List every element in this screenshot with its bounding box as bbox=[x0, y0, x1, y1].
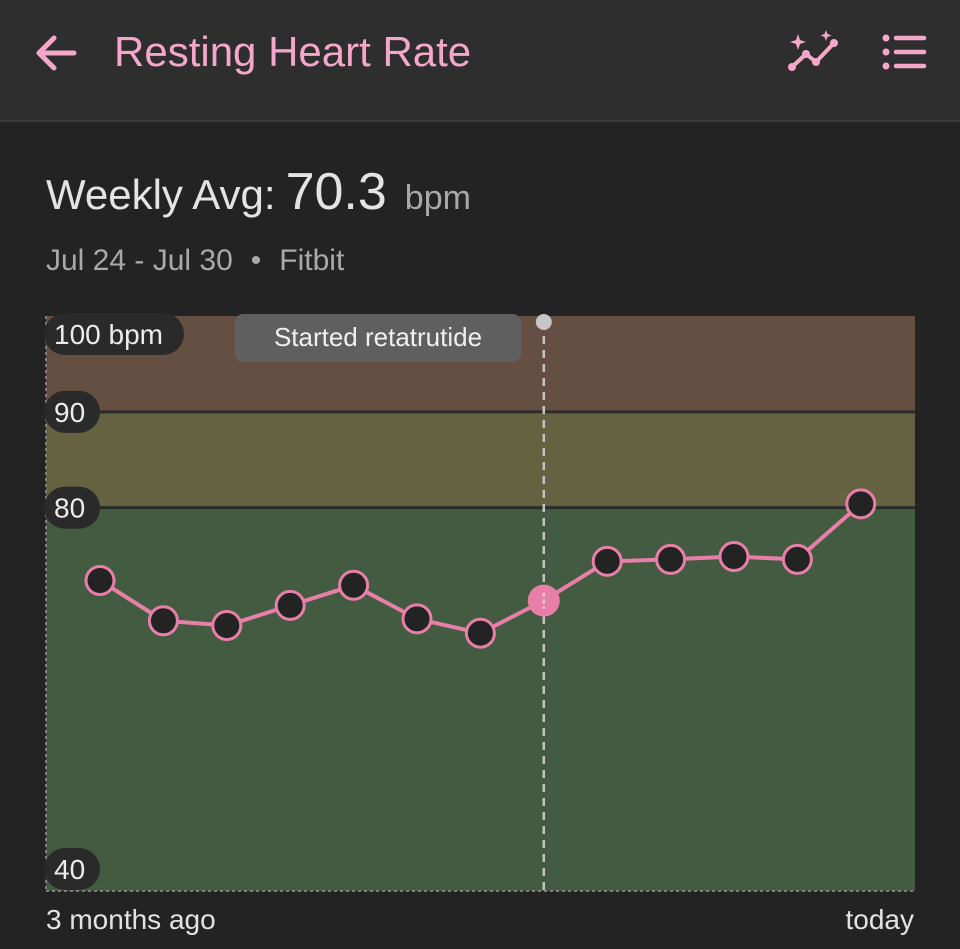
annotation-label-text: Started retatrutide bbox=[274, 322, 482, 352]
annotation-marker-dot bbox=[535, 314, 552, 330]
page-title: Resting Heart Rate bbox=[114, 28, 472, 75]
summary-meta: Jul 24 - Jul 30 • Fitbit bbox=[46, 244, 344, 278]
y-tick-label-text: 100 bpm bbox=[54, 319, 163, 350]
y-tick-label-1: 90 bbox=[44, 390, 100, 433]
zone-band-1 bbox=[46, 411, 915, 508]
x-axis-end-label: today bbox=[845, 904, 915, 935]
y-tick-label-bg bbox=[44, 390, 100, 433]
weekly-average: Weekly Avg: 70.3 bpm bbox=[46, 162, 471, 222]
arrow-back-icon bbox=[36, 35, 77, 71]
separator-dot: • bbox=[250, 244, 262, 277]
y-tick-label-0: 100 bpm bbox=[44, 313, 184, 355]
y-tick-label-text: 40 bbox=[54, 854, 85, 885]
data-point[interactable] bbox=[84, 565, 116, 596]
data-source: Fitbit bbox=[279, 244, 345, 277]
y-tick-label-3: 40 bbox=[44, 848, 100, 890]
weekly-average-label: Weekly Avg: bbox=[46, 171, 276, 218]
weekly-average-unit: bpm bbox=[404, 179, 471, 217]
data-point[interactable] bbox=[338, 569, 370, 601]
back-button[interactable] bbox=[28, 26, 84, 82]
annotation-label-bg bbox=[235, 314, 521, 362]
app-bar: Resting Heart Rate bbox=[0, 0, 960, 122]
data-point[interactable] bbox=[845, 488, 877, 520]
data-point[interactable] bbox=[147, 605, 179, 637]
date-range: Jul 24 - Jul 30 bbox=[46, 244, 233, 277]
data-point[interactable] bbox=[718, 541, 750, 573]
data-point[interactable] bbox=[464, 617, 496, 649]
list-icon bbox=[882, 34, 927, 70]
data-point[interactable] bbox=[591, 545, 623, 577]
sparkle-trend-icon bbox=[788, 30, 838, 71]
insights-button[interactable] bbox=[784, 26, 844, 82]
weekly-average-value: 70.3 bbox=[285, 163, 387, 221]
y-tick-label-text: 90 bbox=[54, 397, 85, 428]
y-tick-label-2: 80 bbox=[44, 486, 100, 529]
data-point[interactable] bbox=[274, 589, 306, 621]
y-tick-label-text: 80 bbox=[54, 493, 85, 524]
heart-rate-chart[interactable]: Started retatrutide 100 bpm 90 80 40 bbox=[0, 300, 960, 910]
x-axis-start-label: 3 months ago bbox=[46, 904, 216, 935]
y-tick-label-bg bbox=[44, 848, 100, 890]
y-tick-label-bg bbox=[44, 313, 184, 355]
zone-band-2 bbox=[46, 507, 915, 891]
list-view-button[interactable] bbox=[876, 26, 932, 82]
data-point[interactable] bbox=[781, 543, 813, 575]
data-point[interactable] bbox=[401, 603, 433, 635]
data-point[interactable] bbox=[211, 610, 243, 642]
y-tick-label-bg bbox=[44, 486, 100, 529]
annotation-label: Started retatrutide bbox=[235, 314, 521, 362]
data-point[interactable] bbox=[655, 543, 687, 575]
